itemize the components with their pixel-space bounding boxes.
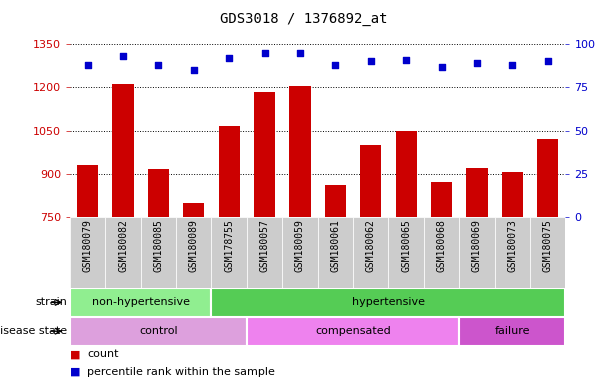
- Bar: [140, 217, 176, 288]
- Point: [224, 55, 234, 61]
- Bar: [289, 86, 311, 384]
- Point: [331, 62, 340, 68]
- Bar: [431, 182, 452, 384]
- Bar: [112, 84, 134, 384]
- Bar: [459, 317, 565, 346]
- Text: GSM180057: GSM180057: [260, 219, 269, 272]
- Text: GSM178755: GSM178755: [224, 219, 234, 272]
- Bar: [495, 217, 530, 288]
- Text: GSM180075: GSM180075: [543, 219, 553, 272]
- Text: GSM180085: GSM180085: [153, 219, 164, 272]
- Text: GSM180068: GSM180068: [437, 219, 446, 272]
- Bar: [70, 317, 247, 346]
- Bar: [70, 217, 105, 288]
- Point: [295, 50, 305, 56]
- Text: disease state: disease state: [0, 326, 67, 336]
- Text: control: control: [139, 326, 178, 336]
- Text: compensated: compensated: [315, 326, 391, 336]
- Bar: [254, 92, 275, 384]
- Bar: [466, 168, 488, 384]
- Text: strain: strain: [35, 297, 67, 308]
- Point: [189, 67, 199, 73]
- Bar: [325, 185, 346, 384]
- Text: ■: ■: [70, 349, 84, 359]
- Text: failure: failure: [494, 326, 530, 336]
- Text: hypertensive: hypertensive: [352, 297, 425, 308]
- Bar: [502, 172, 523, 384]
- Bar: [183, 203, 204, 384]
- Text: GSM180082: GSM180082: [118, 219, 128, 272]
- Text: GSM180073: GSM180073: [507, 219, 517, 272]
- Text: GSM180079: GSM180079: [83, 219, 92, 272]
- Bar: [70, 288, 212, 317]
- Bar: [105, 217, 140, 288]
- Bar: [247, 317, 459, 346]
- Text: GSM180061: GSM180061: [330, 219, 340, 272]
- Point: [366, 58, 376, 65]
- Bar: [247, 217, 282, 288]
- Text: count: count: [87, 349, 119, 359]
- Bar: [360, 145, 381, 384]
- Bar: [537, 139, 558, 384]
- Bar: [396, 131, 416, 384]
- Point: [401, 56, 411, 63]
- Bar: [148, 169, 169, 384]
- Point: [472, 60, 482, 66]
- Bar: [282, 217, 317, 288]
- Text: GSM180089: GSM180089: [189, 219, 199, 272]
- Bar: [424, 217, 459, 288]
- Text: GSM180069: GSM180069: [472, 219, 482, 272]
- Text: non-hypertensive: non-hypertensive: [92, 297, 190, 308]
- Text: GSM180065: GSM180065: [401, 219, 411, 272]
- Point: [508, 62, 517, 68]
- Bar: [212, 217, 247, 288]
- Bar: [77, 165, 98, 384]
- Text: percentile rank within the sample: percentile rank within the sample: [87, 366, 275, 377]
- Bar: [317, 217, 353, 288]
- Bar: [218, 126, 240, 384]
- Bar: [389, 217, 424, 288]
- Point: [154, 62, 164, 68]
- Text: ■: ■: [70, 366, 84, 377]
- Point: [543, 58, 553, 65]
- Text: GSM180062: GSM180062: [366, 219, 376, 272]
- Point: [437, 63, 446, 70]
- Point: [260, 50, 269, 56]
- Point: [118, 53, 128, 59]
- Point: [83, 62, 92, 68]
- Bar: [459, 217, 495, 288]
- Text: GSM180059: GSM180059: [295, 219, 305, 272]
- Bar: [212, 288, 565, 317]
- Bar: [353, 217, 389, 288]
- Bar: [176, 217, 212, 288]
- Bar: [530, 217, 565, 288]
- Text: GDS3018 / 1376892_at: GDS3018 / 1376892_at: [220, 12, 388, 25]
